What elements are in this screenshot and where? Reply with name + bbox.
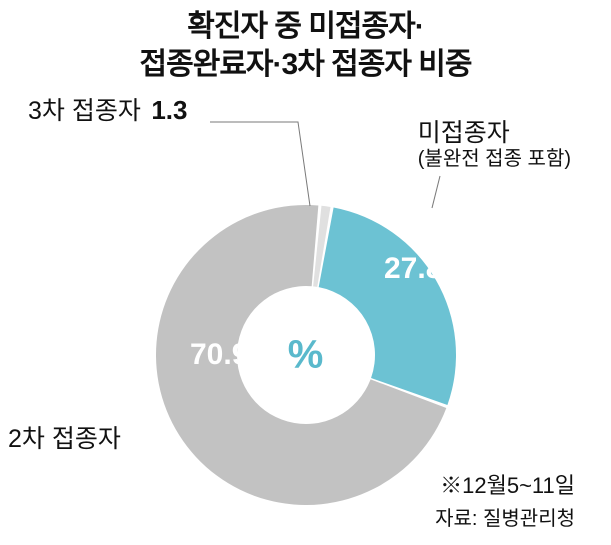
label-unvaccinated: 미접종자 (불완전 접종 포함) (418, 120, 571, 170)
label-second-dose: 2차 접종자 (8, 426, 121, 454)
label-third-dose: 3차 접종자 1.3 (28, 96, 187, 126)
second-dose-category: 2차 접종자 (8, 425, 121, 453)
title-line-2: 접종완료자·3차 접종자 비중 (0, 46, 611, 84)
unvaccinated-category: 미접종자 (418, 120, 571, 148)
unvaccinated-slice-value: 27.8 (384, 252, 442, 286)
second-dose-slice-value: 70.9 (190, 338, 248, 372)
chart-title: 확진자 중 미접종자· 접종완료자·3차 접종자 비중 (0, 0, 611, 83)
footer-source: 자료: 질병관리청 (435, 502, 575, 531)
third-dose-category: 3차 접종자 (28, 97, 141, 125)
center-percent-symbol: % (288, 333, 324, 378)
unvaccinated-sublabel: (불완전 접종 포함) (418, 148, 571, 170)
footer-period: ※12월5~11일 (435, 468, 575, 500)
title-line-1: 확진자 중 미접종자· (0, 8, 611, 46)
chart-footer: ※12월5~11일 자료: 질병관리청 (435, 468, 575, 531)
third-dose-value: 1.3 (151, 95, 187, 125)
slice-unvaccinated (318, 208, 455, 405)
